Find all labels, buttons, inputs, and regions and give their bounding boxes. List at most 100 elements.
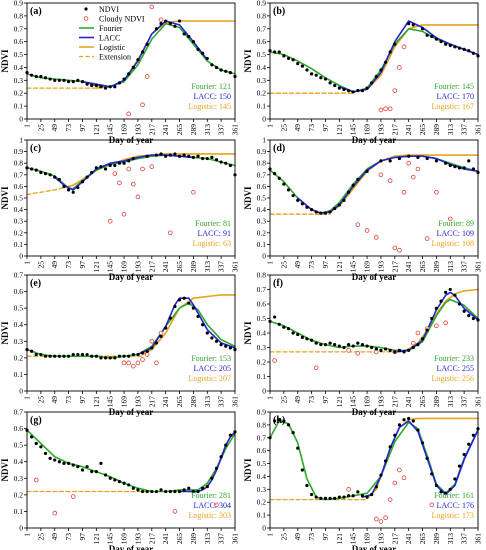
logistic-line	[352, 24, 479, 93]
ndvi-point	[48, 456, 52, 460]
ndvi-point	[328, 81, 332, 85]
ndvi-point	[177, 298, 182, 302]
ndvi-point	[370, 345, 374, 350]
ndvi-point	[467, 49, 471, 53]
ndvi-point	[462, 166, 466, 170]
x-tick-label: 193	[376, 261, 385, 273]
cloudy-ndvi-point	[397, 467, 402, 473]
plot-frame	[269, 139, 479, 257]
x-tick-label: 361	[474, 533, 483, 545]
ndvi-point	[310, 492, 314, 497]
ndvi-point	[214, 339, 219, 343]
x-tick-label: 145	[106, 533, 115, 545]
cloudy-ndvi-point	[397, 65, 402, 70]
x-tick-label: 313	[446, 261, 455, 273]
ndvi-point	[319, 343, 323, 347]
ndvi-point	[411, 345, 415, 350]
x-tick-label: 73	[307, 124, 316, 132]
ndvi-point	[365, 495, 369, 499]
ndvi-point	[356, 341, 360, 345]
y-tick-label: 0.6	[257, 300, 267, 309]
ndvi-point	[351, 90, 355, 94]
ndvi-point	[154, 27, 159, 31]
x-tick-label: 265	[175, 396, 184, 408]
x-tick-label: 241	[161, 396, 170, 408]
y-tick-label: 0.2	[14, 228, 24, 237]
fit-label: Fourier: 153	[191, 354, 231, 363]
x-tick-label: 169	[363, 124, 372, 136]
x-tick-label: 193	[133, 124, 142, 136]
ndvi-point	[136, 488, 140, 492]
y-tick-label: 0.2	[14, 353, 24, 362]
ndvi-point	[319, 76, 323, 80]
ndvi-point	[291, 58, 295, 62]
ndvi-point	[319, 211, 323, 215]
x-tick-label: 49	[50, 396, 59, 404]
legend-label: NDVI	[99, 5, 119, 14]
x-tick-label: 265	[418, 261, 427, 273]
x-tick-label: 313	[203, 261, 212, 273]
ndvi-point	[90, 170, 94, 175]
cloudy-ndvi-point	[172, 509, 178, 514]
ndvi-point	[43, 76, 48, 80]
x-tick-label: 1	[23, 533, 32, 537]
x-tick-label: 169	[363, 533, 372, 545]
fit-label: Logistic: 108	[432, 239, 474, 248]
ndvi-point	[305, 68, 309, 72]
x-tick-label: 337	[460, 124, 469, 136]
ndvi-point	[296, 332, 300, 337]
ndvi-point	[286, 56, 291, 61]
y-tick-label: 0.5	[257, 314, 267, 323]
x-tick-label: 289	[432, 533, 441, 545]
ndvi-point	[282, 325, 286, 329]
ndvi-point	[94, 166, 98, 170]
fit-label: Fourier: 81	[195, 219, 231, 228]
fit-label: LACC: 205	[193, 364, 231, 373]
ndvi-point	[205, 331, 209, 335]
y-tick-label: 0.7	[14, 24, 24, 33]
ndvi-point	[201, 486, 205, 490]
ndvi-point	[108, 476, 112, 480]
cloudy-ndvi-point	[387, 106, 393, 111]
ndvi-point	[300, 64, 304, 68]
cloudy-ndvi-point	[374, 516, 379, 522]
x-tick-label: 97	[78, 396, 87, 404]
ndvi-point	[131, 352, 135, 357]
x-tick-label: 217	[147, 533, 156, 545]
ndvi-point	[467, 314, 471, 318]
x-tick-label: 361	[474, 396, 483, 408]
fit-label: Fourier: 89	[438, 219, 474, 228]
ndvi-point	[122, 77, 126, 81]
ndvi-point	[444, 161, 448, 165]
ndvi-point	[383, 347, 388, 351]
ndvi-point	[379, 68, 383, 72]
x-tick-label: 1	[23, 124, 32, 128]
ndvi-point	[30, 73, 34, 77]
y-tick-label: 0.4	[14, 457, 24, 466]
ndvi-point	[224, 161, 228, 165]
y-tick-label: 0	[262, 524, 266, 533]
cloudy-ndvi-point	[70, 494, 76, 499]
ndvi-point	[286, 188, 291, 192]
ndvi-point	[154, 341, 159, 345]
x-tick-label: 121	[92, 533, 101, 545]
extension-line	[26, 186, 65, 196]
panel-label: (a)	[30, 6, 42, 17]
ndvi-point	[416, 428, 420, 432]
ndvi-point	[457, 302, 462, 306]
ndvi-point	[182, 296, 186, 300]
y-tick-label: 0.3	[14, 76, 24, 85]
x-tick-label: 169	[120, 396, 129, 408]
fourier-line	[26, 429, 236, 493]
ndvi-point	[444, 290, 448, 294]
ndvi-point	[374, 347, 378, 351]
cloudy-ndvi-point	[378, 107, 384, 113]
cloudy-ndvi-point	[149, 4, 155, 10]
panel-d: 0 0.1 0.2 0.3 0.4 0.5 0.6 0.7 0.8 0.9 1 1 25 49 73 97 12…	[243, 136, 483, 283]
ndvi-point	[342, 198, 346, 202]
x-tick-label: 121	[335, 533, 344, 545]
ndvi-point	[94, 354, 98, 358]
ndvi-point	[76, 185, 80, 190]
cloudy-ndvi-point	[374, 235, 379, 240]
